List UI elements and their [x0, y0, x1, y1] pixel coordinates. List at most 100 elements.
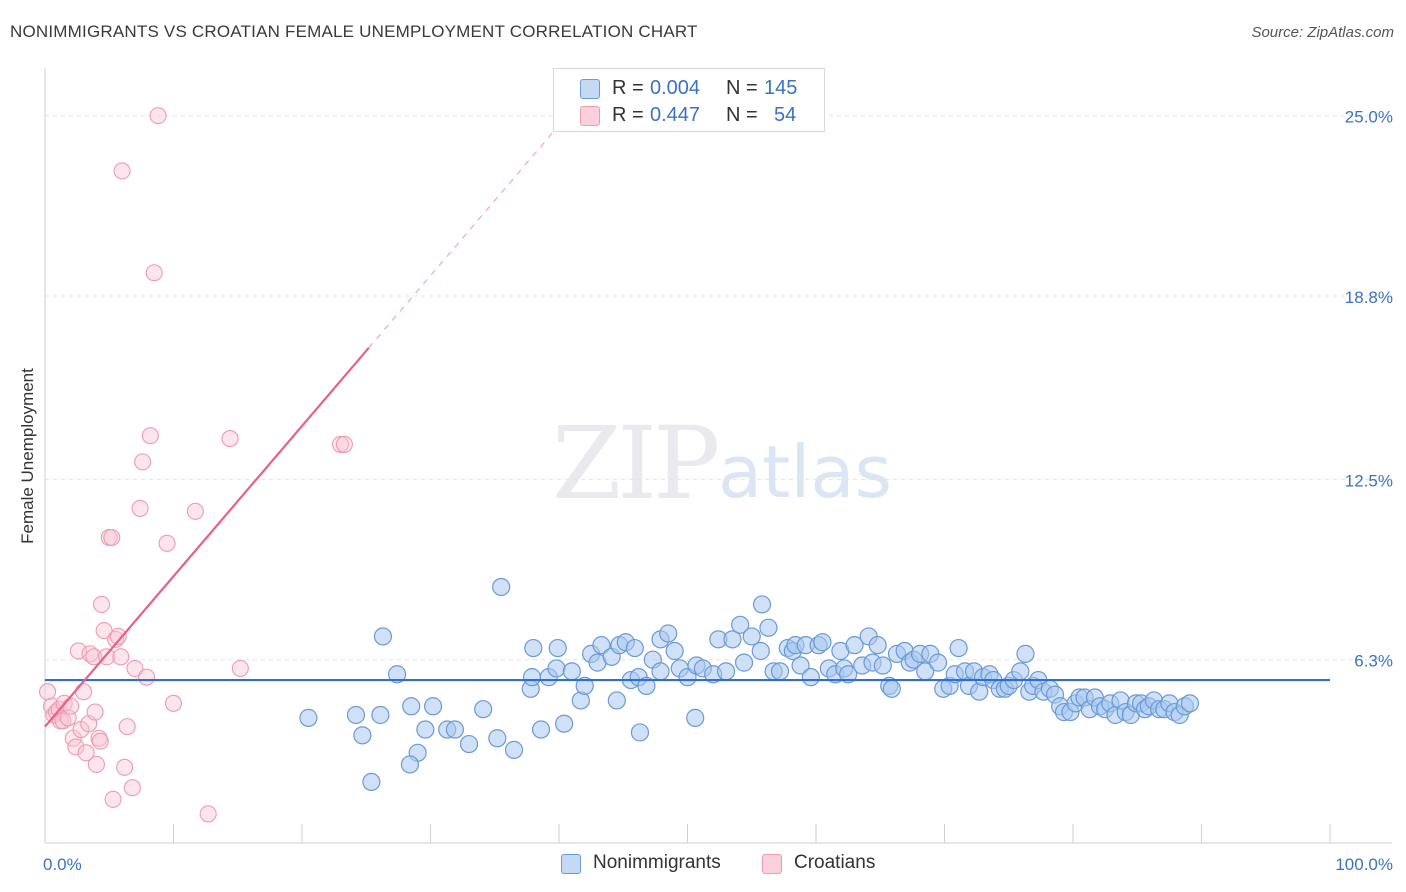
y-tick-label: 6.3%: [1354, 652, 1393, 671]
croatians-point: [137, 668, 156, 686]
croatians-point: [77, 744, 95, 762]
nonimmigrants-point: [716, 662, 736, 681]
croatians-point: [54, 712, 72, 730]
nonimmigrants-point: [686, 708, 705, 727]
nonimmigrants-point: [742, 627, 761, 646]
croatians-point: [67, 738, 85, 756]
y-tick-label: 18.8%: [1345, 288, 1393, 307]
nonimmigrants-point: [474, 700, 493, 719]
nonimmigrants-point: [492, 577, 511, 597]
nonimmigrants-point: [575, 676, 594, 695]
croatians-point: [75, 683, 93, 701]
nonimmigrants-point: [625, 638, 644, 658]
nonimmigrants-point: [659, 624, 678, 643]
croatians-point: [134, 453, 152, 471]
bottom-legend-label: Croatians: [794, 852, 876, 873]
croatians-point: [126, 659, 144, 677]
nonimmigrants-point: [555, 714, 574, 733]
legend-n-label: N =: [726, 77, 758, 99]
croatians-point: [62, 697, 80, 715]
croatians-trendline: [44, 347, 370, 728]
nonimmigrants-point: [845, 636, 864, 655]
nonimmigrants-point: [445, 720, 465, 739]
nonimmigrants-point: [400, 755, 420, 774]
croatians-point: [118, 718, 136, 736]
watermark-atlas: atlas: [718, 430, 892, 514]
nonimmigrants-point: [665, 641, 684, 661]
croatians-point: [103, 528, 121, 547]
nonimmigrants-point: [387, 665, 407, 684]
legend-r-label: R =: [612, 104, 644, 126]
nonimmigrants-point: [1011, 662, 1030, 681]
x-tick-label: 0.0%: [43, 855, 82, 874]
stats-legend: R = 0.004 N = 145 R = 0.447 N = 54: [553, 68, 825, 132]
y-axis-title: Female Unemployment: [18, 368, 37, 544]
nonimmigrants-point: [791, 656, 810, 675]
croatians-point: [90, 729, 108, 747]
croatians-point: [123, 779, 141, 797]
croatians-point: [87, 755, 105, 773]
y-tick-label: 25.0%: [1345, 108, 1393, 127]
legend-r-value: 0.004: [650, 77, 701, 99]
legend-row-croatians: R = 0.447 N = 54: [554, 102, 824, 128]
nonimmigrants-point: [813, 633, 832, 652]
chart-title: NONIMMIGRANTS VS CROATIAN FEMALE UNEMPLO…: [10, 22, 698, 41]
nonimmigrants-point: [734, 653, 754, 672]
nonimmigrants-point: [731, 615, 750, 634]
nonimmigrants-point: [346, 705, 366, 725]
source-label: Source: ZipAtlas.com: [1251, 24, 1394, 41]
nonimmigrants-point: [637, 676, 656, 695]
nonimmigrants-point: [416, 720, 435, 739]
croatians-point: [186, 502, 204, 520]
nonimmigrants-point: [607, 691, 626, 710]
nonimmigrants-point: [504, 740, 524, 759]
croatians-point: [104, 790, 122, 808]
croatians-point: [86, 703, 104, 721]
nonimmigrants-point: [592, 636, 611, 655]
nonimmigrants-point: [949, 638, 968, 658]
nonimmigrants-point: [531, 720, 551, 739]
legend-row-nonimmigrants: R = 0.004 N = 145: [554, 75, 824, 101]
nonimmigrants-point: [723, 630, 742, 649]
nonimmigrants-point: [353, 726, 372, 745]
nonimmigrants-point: [299, 708, 318, 727]
nonimmigrants-point: [1180, 694, 1200, 713]
croatians-point: [116, 758, 134, 776]
legend-swatch-blue: [580, 79, 600, 99]
x-tick-label: 100.0%: [1335, 855, 1393, 874]
nonimmigrants-point: [459, 734, 479, 754]
croatians-point: [85, 648, 103, 666]
nonimmigrants-point: [373, 627, 393, 646]
nonimmigrants-point: [362, 772, 381, 792]
nonimmigrants-point: [630, 723, 650, 742]
croatians-trendline-extension: [368, 94, 586, 349]
legend-n-value: 54: [774, 104, 797, 126]
nonimmigrants-point: [868, 636, 887, 655]
croatians-point: [112, 648, 130, 666]
nonimmigrants-point: [751, 641, 770, 661]
croatians-point: [164, 694, 183, 712]
bottom-legend-swatch-pink: [762, 854, 782, 874]
nonimmigrants-point: [1016, 644, 1035, 663]
croatians-point: [91, 732, 109, 750]
croatians-point: [149, 107, 167, 125]
croatians-point: [145, 264, 163, 282]
bottom-legend-label: Nonimmigrants: [593, 852, 721, 873]
nonimmigrants-point: [522, 668, 542, 687]
nonimmigrants-point: [371, 705, 390, 725]
croatians-point: [221, 430, 239, 448]
legend-swatch-pink: [580, 106, 600, 126]
nonimmigrants-point: [562, 662, 581, 681]
croatians-point: [141, 427, 159, 445]
legend-n-value: 145: [764, 77, 798, 99]
nonimmigrants-point: [873, 656, 892, 675]
nonimmigrants-point: [770, 662, 790, 681]
nonimmigrants-point: [801, 668, 820, 687]
y-tick-label: 12.5%: [1345, 471, 1393, 490]
croatians-point: [158, 534, 176, 552]
nonimmigrants-point: [928, 653, 948, 672]
croatians-point: [92, 595, 111, 613]
legend-r-label: R =: [612, 77, 644, 99]
nonimmigrants-point: [882, 679, 901, 698]
